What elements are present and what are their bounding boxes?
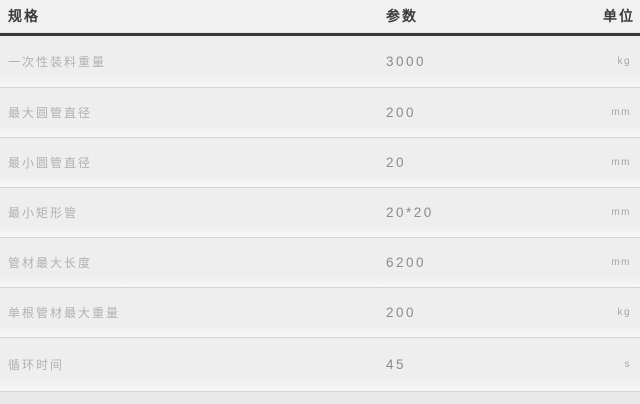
row-unit: mm — [611, 157, 631, 168]
row-label: 循环时间 — [8, 358, 65, 372]
row-unit: kg — [617, 56, 631, 67]
row-label: 最小圆管直径 — [8, 156, 93, 170]
row-label: 管材最大长度 — [8, 256, 93, 270]
table-row: 管材最大长度 6200 mm — [0, 238, 640, 288]
row-value: 200 — [386, 305, 417, 320]
table-body: 一次性装料重量 3000 kg 最大圆管直径 200 mm 最小圆管直径 20 … — [0, 36, 640, 392]
header-spec: 规格 — [8, 8, 40, 24]
row-label: 一次性装料重量 — [8, 55, 107, 69]
row-value: 20 — [386, 155, 407, 170]
table-row: 单根管材最大重量 200 kg — [0, 288, 640, 338]
table-header-row: 规格 参数 单位 — [0, 0, 640, 32]
row-unit: s — [624, 359, 631, 370]
header-param: 参数 — [386, 8, 418, 24]
row-unit: mm — [611, 107, 631, 118]
table-row: 循环时间 45 s — [0, 338, 640, 392]
row-unit: mm — [611, 257, 631, 268]
table-row: 最大圆管直径 200 mm — [0, 88, 640, 138]
row-value: 45 — [386, 357, 407, 372]
row-unit: mm — [611, 207, 631, 218]
row-value: 6200 — [386, 255, 427, 270]
header-rule — [0, 32, 640, 36]
table-row: 一次性装料重量 3000 kg — [0, 36, 640, 88]
header-unit: 单位 — [603, 8, 635, 24]
row-value: 20*20 — [386, 205, 434, 220]
row-value: 200 — [386, 105, 417, 120]
partial-next-row — [0, 392, 640, 404]
row-value: 3000 — [386, 54, 427, 69]
row-label: 最大圆管直径 — [8, 106, 93, 120]
row-label: 单根管材最大重量 — [8, 306, 121, 320]
table-row: 最小圆管直径 20 mm — [0, 138, 640, 188]
row-label: 最小矩形管 — [8, 206, 79, 220]
row-unit: kg — [617, 307, 631, 318]
table-row: 最小矩形管 20*20 mm — [0, 188, 640, 238]
